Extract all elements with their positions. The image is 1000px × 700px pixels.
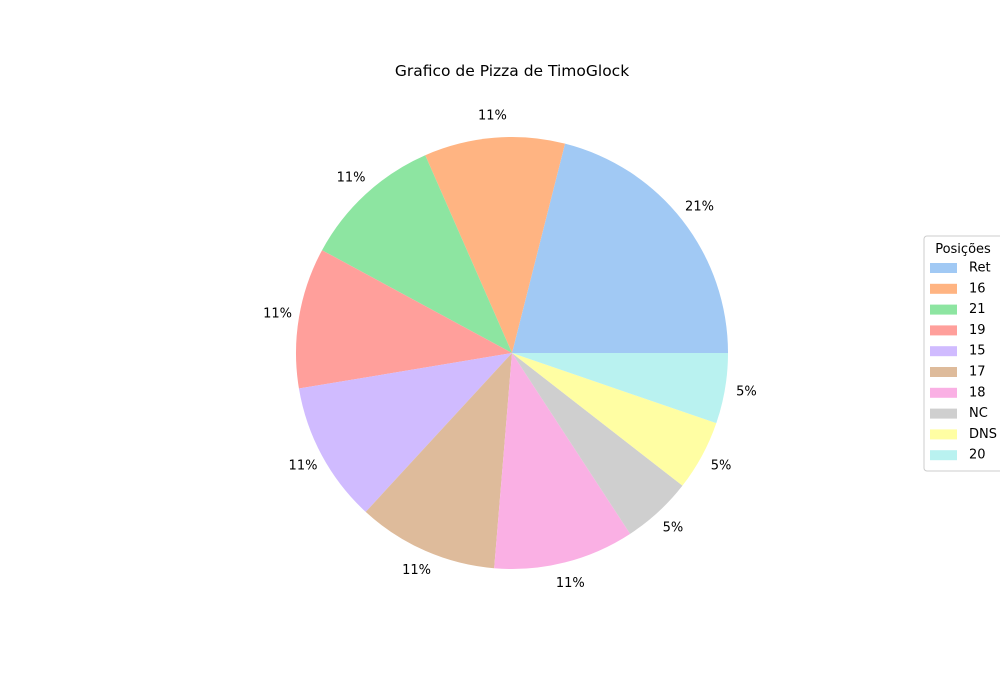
legend-label-dns: DNS (969, 427, 997, 442)
legend-label-16: 16 (969, 281, 986, 296)
chart-title: Grafico de Pizza de TimoGlock (395, 62, 629, 80)
legend-swatch-21 (930, 304, 957, 315)
pct-label-nc: 5% (663, 520, 684, 535)
legend-swatch-19 (930, 325, 957, 336)
pie-slice-19 (296, 250, 512, 389)
legend-swatch-17 (930, 367, 957, 377)
pct-label-dns: 5% (711, 459, 732, 474)
pct-label-15: 11% (289, 459, 318, 474)
pie-slice-15 (298, 353, 512, 512)
legend-swatch-15 (930, 346, 957, 357)
pie-slice-18 (494, 353, 631, 569)
pie-slice-17 (365, 353, 512, 569)
pie-slices (296, 136, 728, 569)
pct-label-17: 11% (402, 563, 431, 578)
legend-label-nc: NC (969, 406, 988, 421)
legend-swatch-18 (930, 387, 957, 398)
legend: Posições Ret 16 21 19 15 17 18 NC DNS 20 (923, 235, 1000, 472)
pie-slice-16 (425, 136, 566, 353)
pct-label-16: 11% (478, 109, 507, 124)
pie-slice-20 (512, 353, 728, 424)
legend-label-15: 15 (969, 344, 986, 359)
pie-slice-dns (512, 353, 717, 486)
legend-label-17: 17 (969, 365, 986, 380)
legend-label-19: 19 (969, 323, 986, 338)
legend-swatch-20 (930, 450, 957, 461)
legend-swatch-dns (930, 429, 957, 440)
pie-percent-labels: 21% 11% 11% 11% 11% 11% 11% 5% 5% 5% (263, 109, 757, 591)
pct-label-21: 11% (337, 171, 366, 186)
legend-label-18: 18 (969, 385, 986, 400)
pct-label-ret: 21% (685, 200, 714, 215)
legend-label-ret: Ret (969, 261, 991, 276)
pct-label-19: 11% (263, 306, 292, 321)
pie-slice-ret (512, 143, 728, 353)
pct-label-18: 11% (556, 576, 585, 591)
pct-label-20: 5% (736, 385, 757, 400)
legend-title: Posições (935, 242, 991, 257)
pie-slice-21 (322, 155, 512, 353)
legend-swatch-nc (930, 408, 957, 419)
legend-items: Ret 16 21 19 15 17 18 NC DNS 20 (930, 261, 997, 463)
legend-swatch-ret (930, 263, 957, 273)
legend-label-20: 20 (969, 448, 986, 463)
pie-slice-nc (512, 353, 683, 534)
legend-swatch-16 (930, 283, 957, 294)
legend-label-21: 21 (969, 302, 986, 317)
